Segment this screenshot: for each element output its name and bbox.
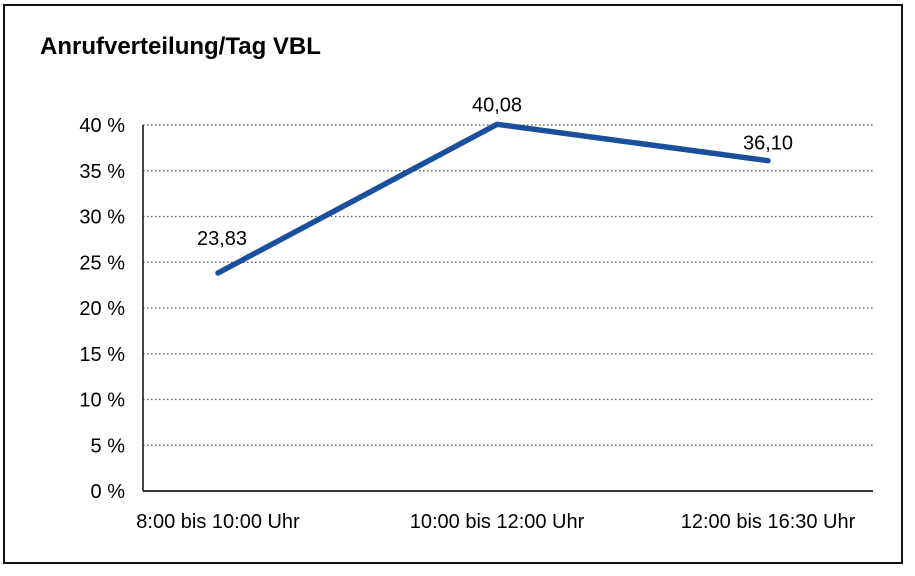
x-category-label: 8:00 bis 10:00 Uhr bbox=[136, 511, 300, 533]
y-tick-label: 10 % bbox=[79, 390, 125, 412]
chart-frame bbox=[3, 4, 903, 564]
y-tick-label: 40 % bbox=[79, 115, 125, 137]
y-tick-label: 15 % bbox=[79, 344, 125, 366]
x-category-label: 10:00 bis 12:00 Uhr bbox=[410, 511, 585, 533]
data-point-label: 40,08 bbox=[472, 94, 522, 116]
y-tick-label: 30 % bbox=[79, 207, 125, 229]
y-tick-label: 35 % bbox=[79, 161, 125, 183]
chart-title: Anrufverteilung/Tag VBL bbox=[40, 33, 321, 60]
data-line bbox=[215, 121, 771, 276]
data-point-label: 36,10 bbox=[743, 133, 793, 155]
y-tick-label: 0 % bbox=[91, 481, 126, 503]
y-tick-label: 20 % bbox=[79, 298, 125, 320]
data-point-label: 23,83 bbox=[197, 228, 247, 250]
y-tick-label: 25 % bbox=[79, 252, 125, 274]
y-tick-label: 5 % bbox=[91, 435, 126, 457]
x-category-label: 12:00 bis 16:30 Uhr bbox=[681, 511, 856, 533]
